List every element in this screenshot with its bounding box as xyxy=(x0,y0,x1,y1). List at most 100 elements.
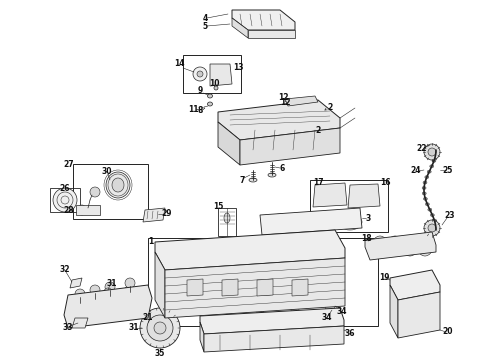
Text: 2: 2 xyxy=(327,103,333,112)
Ellipse shape xyxy=(318,214,342,230)
Text: 18: 18 xyxy=(361,234,371,243)
Ellipse shape xyxy=(422,192,426,195)
Ellipse shape xyxy=(309,134,321,142)
Text: 35: 35 xyxy=(155,350,165,359)
Bar xyxy=(183,55,241,93)
Polygon shape xyxy=(218,122,240,165)
Polygon shape xyxy=(348,184,380,208)
Polygon shape xyxy=(260,208,362,235)
Ellipse shape xyxy=(105,282,115,292)
Ellipse shape xyxy=(53,188,77,212)
Ellipse shape xyxy=(77,303,83,311)
Ellipse shape xyxy=(344,218,356,226)
Ellipse shape xyxy=(407,305,417,315)
Text: 22: 22 xyxy=(417,144,427,153)
Polygon shape xyxy=(240,128,340,165)
Bar xyxy=(310,180,388,232)
Ellipse shape xyxy=(423,181,427,184)
Text: 15: 15 xyxy=(213,202,223,211)
Text: 12: 12 xyxy=(280,98,290,107)
Text: 27: 27 xyxy=(64,159,74,168)
Ellipse shape xyxy=(411,306,425,322)
Ellipse shape xyxy=(424,144,440,160)
Ellipse shape xyxy=(214,86,218,90)
Text: 10: 10 xyxy=(209,78,219,87)
Polygon shape xyxy=(248,30,295,38)
Ellipse shape xyxy=(324,218,336,226)
Ellipse shape xyxy=(75,289,85,299)
Ellipse shape xyxy=(434,154,438,157)
Ellipse shape xyxy=(207,94,213,98)
Ellipse shape xyxy=(221,306,229,314)
Ellipse shape xyxy=(430,213,434,217)
Ellipse shape xyxy=(392,242,398,250)
Ellipse shape xyxy=(246,336,254,344)
Polygon shape xyxy=(390,285,398,338)
Polygon shape xyxy=(70,278,82,288)
Text: 20: 20 xyxy=(443,328,453,337)
Text: 3: 3 xyxy=(366,213,370,222)
Bar xyxy=(73,164,148,219)
Text: 34: 34 xyxy=(337,307,347,316)
Ellipse shape xyxy=(122,286,138,306)
Ellipse shape xyxy=(325,301,335,311)
Text: 17: 17 xyxy=(313,177,323,186)
Ellipse shape xyxy=(430,165,434,168)
Polygon shape xyxy=(200,308,344,334)
Ellipse shape xyxy=(263,238,277,246)
Text: 26: 26 xyxy=(60,184,70,193)
Ellipse shape xyxy=(72,297,88,317)
Ellipse shape xyxy=(256,234,284,250)
Ellipse shape xyxy=(92,299,98,307)
Ellipse shape xyxy=(154,322,166,334)
Ellipse shape xyxy=(207,102,213,106)
Ellipse shape xyxy=(372,236,388,256)
Ellipse shape xyxy=(422,186,426,189)
Ellipse shape xyxy=(425,203,429,206)
Ellipse shape xyxy=(268,173,276,177)
Text: 2: 2 xyxy=(316,126,320,135)
Ellipse shape xyxy=(425,176,429,179)
Text: 16: 16 xyxy=(380,177,390,186)
Text: 1: 1 xyxy=(148,237,154,246)
Ellipse shape xyxy=(407,242,413,250)
Text: 33: 33 xyxy=(63,324,73,333)
Ellipse shape xyxy=(127,292,133,300)
Ellipse shape xyxy=(320,186,336,204)
Ellipse shape xyxy=(107,296,113,304)
Polygon shape xyxy=(64,285,152,328)
Ellipse shape xyxy=(419,313,429,323)
Ellipse shape xyxy=(78,205,86,215)
Ellipse shape xyxy=(102,290,118,310)
Ellipse shape xyxy=(147,315,173,341)
Polygon shape xyxy=(285,96,318,106)
Ellipse shape xyxy=(424,220,440,236)
Text: 19: 19 xyxy=(379,273,389,282)
Ellipse shape xyxy=(228,241,242,249)
Polygon shape xyxy=(390,270,440,300)
Ellipse shape xyxy=(249,178,257,182)
Bar xyxy=(50,188,80,212)
Text: 12: 12 xyxy=(278,93,288,102)
Text: 30: 30 xyxy=(102,166,112,176)
Text: 4: 4 xyxy=(202,14,208,23)
Text: 24: 24 xyxy=(411,166,421,175)
Ellipse shape xyxy=(106,172,130,198)
Ellipse shape xyxy=(225,283,235,293)
Text: 32: 32 xyxy=(60,266,70,274)
Ellipse shape xyxy=(274,218,286,226)
Polygon shape xyxy=(210,64,232,86)
Ellipse shape xyxy=(224,213,230,223)
Ellipse shape xyxy=(293,214,317,230)
Ellipse shape xyxy=(90,285,100,295)
Text: 23: 23 xyxy=(445,211,455,220)
Polygon shape xyxy=(222,279,238,296)
Ellipse shape xyxy=(249,134,261,142)
Ellipse shape xyxy=(190,283,200,293)
Ellipse shape xyxy=(268,214,292,230)
Ellipse shape xyxy=(90,187,100,197)
Ellipse shape xyxy=(291,231,319,247)
Ellipse shape xyxy=(377,242,383,250)
Text: 34: 34 xyxy=(322,314,332,323)
Bar xyxy=(218,208,236,236)
